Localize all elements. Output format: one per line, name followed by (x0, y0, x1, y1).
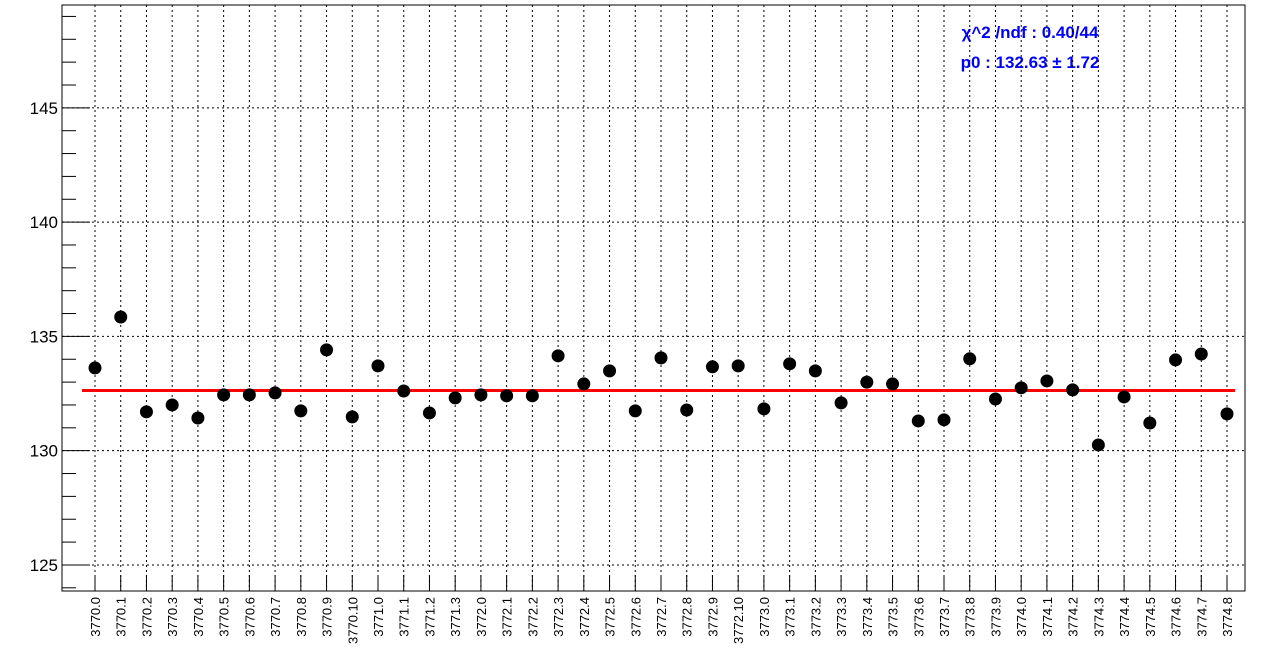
data-point (834, 396, 848, 410)
data-point (191, 411, 205, 425)
data-point (680, 403, 694, 417)
x-tick-label: 3770.8 (294, 597, 309, 637)
x-tick-label: 3774.6 (1169, 597, 1184, 637)
data-point (1066, 383, 1080, 397)
data-point (783, 357, 797, 371)
x-tick-label: 3773.9 (988, 597, 1003, 637)
x-tick-label: 3771.3 (448, 597, 463, 637)
x-tick-label: 3770.0 (88, 597, 103, 637)
data-point (217, 388, 231, 402)
data-point (577, 377, 591, 391)
x-tick-label: 3772.1 (500, 597, 515, 637)
y-tick-label: 125 (30, 556, 58, 575)
x-tick-label: 3774.4 (1117, 597, 1132, 637)
data-point (242, 388, 256, 402)
x-tick-label: 3771.0 (371, 597, 386, 637)
x-tick-label: 3773.5 (886, 597, 901, 637)
x-tick-label: 3774.1 (1040, 597, 1055, 637)
x-tick-label: 3773.4 (860, 597, 875, 637)
x-tick-label: 3770.5 (217, 597, 232, 637)
x-tick-label: 3770.10 (345, 597, 360, 644)
data-point (474, 388, 488, 402)
x-tick-label: 3774.7 (1194, 597, 1209, 637)
annotation: χ^2 /ndf : 0.40/44 (962, 23, 1099, 42)
x-tick-label: 3773.0 (757, 597, 772, 637)
data-point (1091, 438, 1105, 452)
y-tick-label: 145 (30, 99, 58, 118)
x-tick-label: 3770.2 (139, 597, 154, 637)
x-tick-label: 3773.8 (963, 597, 978, 637)
x-tick-label: 3772.9 (705, 597, 720, 637)
x-tick-label: 3770.6 (242, 597, 257, 637)
data-point (139, 405, 153, 419)
data-point (294, 404, 308, 418)
y-tick-label: 135 (30, 327, 58, 346)
x-tick-label: 3772.5 (603, 597, 618, 637)
x-tick-label: 3772.6 (628, 597, 643, 637)
y-tick-label: 130 (30, 442, 58, 461)
data-point (937, 413, 951, 427)
x-tick-label: 3770.3 (165, 597, 180, 637)
data-point (628, 404, 642, 418)
data-point (705, 360, 719, 374)
data-point (757, 402, 771, 416)
x-tick-label: 3770.1 (114, 597, 129, 637)
data-point (1220, 407, 1234, 421)
x-tick-label: 3774.8 (1220, 597, 1235, 637)
data-point (448, 391, 462, 405)
x-tick-label: 3771.1 (397, 597, 412, 637)
data-point (808, 364, 822, 378)
x-tick-label: 3774.0 (1014, 597, 1029, 637)
x-tick-label: 3774.2 (1066, 597, 1081, 637)
data-point (988, 392, 1002, 406)
data-point (1194, 347, 1208, 361)
x-tick-label: 3772.4 (577, 597, 592, 637)
data-point (397, 384, 411, 398)
x-tick-label: 3770.7 (268, 597, 283, 637)
data-point (551, 349, 565, 363)
data-point (860, 375, 874, 389)
x-tick-label: 3772.8 (680, 597, 695, 637)
x-tick-label: 3770.9 (320, 597, 335, 637)
x-tick-label: 3772.2 (525, 597, 540, 637)
data-point (1143, 416, 1157, 430)
data-point (731, 359, 745, 373)
x-tick-label: 3773.7 (937, 597, 952, 637)
x-tick-label: 3772.3 (551, 597, 566, 637)
frame (61, 4, 1246, 592)
data-point (886, 377, 900, 391)
data-point (525, 389, 539, 403)
x-tick-label: 3773.2 (808, 597, 823, 637)
x-tick-label: 3773.6 (911, 597, 926, 637)
data-point (911, 414, 925, 428)
data-point (1040, 374, 1054, 388)
x-tick-label: 3773.1 (783, 597, 798, 637)
data-point (422, 406, 436, 420)
data-point (268, 386, 282, 400)
data-point (654, 351, 668, 365)
data-point (1014, 381, 1028, 395)
data-point (114, 310, 128, 324)
data-point (165, 398, 179, 412)
x-tick-label: 3772.10 (731, 597, 746, 644)
data-point (371, 359, 385, 373)
data-point (320, 343, 334, 357)
annotation: p0 : 132.63 ± 1.72 (961, 53, 1100, 72)
x-tick-label: 3771.2 (422, 597, 437, 637)
data-point (1117, 390, 1131, 404)
x-tick-label: 3772.7 (654, 597, 669, 637)
x-tick-label: 3774.5 (1143, 597, 1158, 637)
x-tick-label: 3770.4 (191, 597, 206, 637)
x-tick-label: 3774.3 (1091, 597, 1106, 637)
data-point (1169, 353, 1183, 367)
data-point (345, 410, 359, 424)
x-tick-label: 3773.3 (834, 597, 849, 637)
data-point (603, 364, 617, 378)
data-point (500, 389, 514, 403)
x-tick-label: 3772.0 (474, 597, 489, 637)
y-tick-label: 140 (30, 213, 58, 232)
data-point (88, 361, 102, 375)
data-point (963, 352, 977, 366)
